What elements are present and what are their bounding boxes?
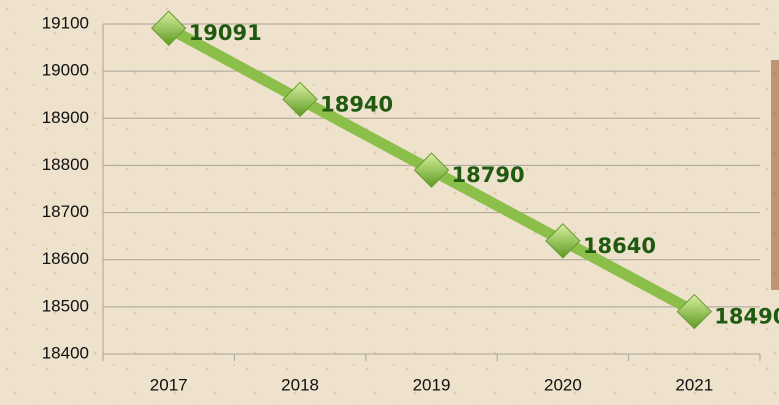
y-tick-label: 19000	[42, 61, 89, 80]
x-tick-label: 2017	[150, 375, 188, 394]
data-label: 18640	[583, 234, 656, 258]
marker	[545, 223, 581, 259]
y-tick-label: 18800	[42, 155, 89, 174]
x-tick-label: 2019	[413, 375, 451, 394]
y-tick-label: 18700	[42, 202, 89, 221]
x-tick-label: 2018	[281, 375, 319, 394]
y-tick-label: 18900	[42, 108, 89, 127]
side-image	[771, 60, 779, 290]
marker	[676, 293, 713, 330]
data-label: 18940	[320, 92, 393, 116]
x-tick-label: 2020	[544, 375, 582, 394]
y-tick-label: 18400	[42, 343, 89, 362]
data-label: 18790	[452, 163, 525, 187]
y-tick-label: 18500	[42, 296, 89, 315]
data-label: 18490	[714, 305, 779, 329]
marker	[413, 152, 450, 188]
x-tick-label: 2021	[675, 375, 713, 394]
marker	[282, 81, 318, 118]
marker	[150, 10, 187, 46]
y-tick-label: 18600	[42, 249, 89, 268]
y-tick-label: 19100	[42, 13, 89, 32]
data-label: 19091	[189, 21, 262, 45]
